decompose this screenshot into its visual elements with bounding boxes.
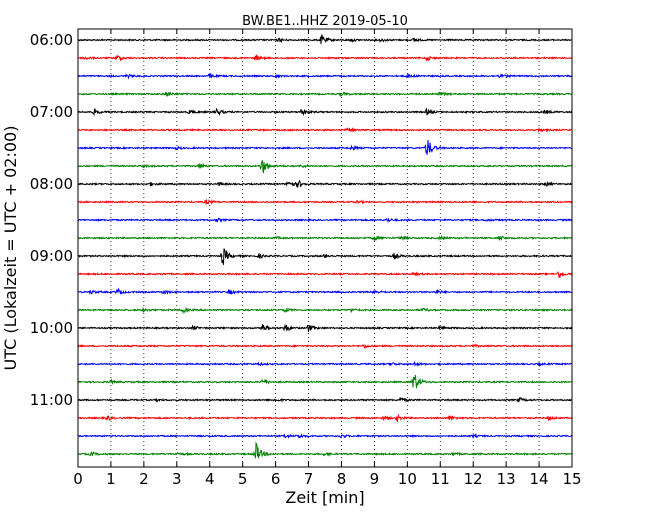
y-tick-label: 08:00 <box>30 175 73 193</box>
trace-1130 <box>77 432 573 440</box>
trace-0830 <box>77 217 573 224</box>
x-tick-label: 6 <box>271 470 281 488</box>
y-tick-label: 11:00 <box>30 391 73 409</box>
trace-1115 <box>77 413 573 423</box>
trace-0745 <box>77 159 573 174</box>
x-tick-label: 2 <box>139 470 149 488</box>
trace-0600 <box>77 34 573 44</box>
x-tick-label: 4 <box>205 470 215 488</box>
trace-1030 <box>77 361 573 368</box>
trace-0630 <box>77 72 573 80</box>
x-tick-label: 11 <box>431 470 450 488</box>
trace-0715 <box>77 126 573 134</box>
x-tick-label: 1 <box>106 470 116 488</box>
trace-0930 <box>77 287 573 296</box>
x-tick-label: 0 <box>73 470 83 488</box>
x-tick-label: 9 <box>370 470 380 488</box>
trace-1100 <box>77 396 573 403</box>
chart-title: BW.BE1..HHZ 2019-05-10 <box>242 14 408 29</box>
x-tick-label: 3 <box>172 470 182 488</box>
trace-0900 <box>77 248 573 265</box>
trace-0800 <box>77 179 573 189</box>
trace-0645 <box>77 91 573 98</box>
y-tick-label: 07:00 <box>30 103 73 121</box>
trace-group <box>77 34 573 459</box>
x-tick-label: 13 <box>497 470 516 488</box>
axis-ticks: 0 1 2 3 4 5 6 7 8 9 10 11 12 13 14 1506:0007:0008:0009:… <box>30 29 582 488</box>
trace-1045 <box>77 375 573 389</box>
trace-0845 <box>77 235 573 242</box>
trace-0730 <box>77 140 573 155</box>
y-tick-label: 10:00 <box>30 319 73 337</box>
trace-0945 <box>77 306 573 315</box>
trace-1000 <box>77 323 573 332</box>
y-tick-label: 09:00 <box>30 247 73 265</box>
trace-1145 <box>77 441 573 459</box>
x-axis-label: Zeit [min] <box>285 488 364 507</box>
trace-0915 <box>77 271 573 279</box>
y-tick-label: 06:00 <box>30 31 73 49</box>
x-tick-label: 8 <box>337 470 347 488</box>
trace-0615 <box>77 54 573 62</box>
x-tick-label: 10 <box>398 470 417 488</box>
x-tick-label: 5 <box>238 470 248 488</box>
x-tick-label: 7 <box>304 470 314 488</box>
x-tick-label: 12 <box>464 470 483 488</box>
trace-1015 <box>77 343 573 349</box>
trace-0815 <box>77 198 573 205</box>
trace-0700 <box>77 107 573 117</box>
x-tick-label: 14 <box>530 470 549 488</box>
y-axis-label: UTC (Lokalzeit = UTC + 02:00) <box>1 126 20 371</box>
plot-frame <box>77 28 573 468</box>
x-tick-label: 15 <box>562 470 581 488</box>
